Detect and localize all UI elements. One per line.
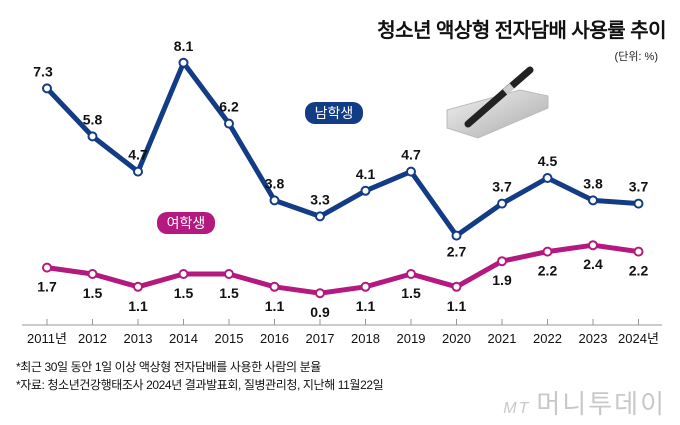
data-label: 3.8	[265, 175, 285, 191]
x-tick-label: 2011년	[27, 331, 67, 346]
data-label: 1.1	[356, 298, 376, 314]
x-tick-label: 2023	[579, 331, 608, 346]
data-label: 1.9	[492, 272, 512, 288]
x-tick-label: 2016	[260, 331, 289, 346]
data-point	[269, 195, 280, 206]
series-line	[45, 60, 639, 239]
data-point	[269, 281, 280, 292]
x-axis: 2011년 2012 2013 2014 2015 2016 2017 2018 2019 202…	[22, 319, 662, 346]
data-label: 4.7	[128, 147, 148, 163]
data-point	[315, 211, 325, 222]
legend-label: 남학생	[315, 105, 354, 121]
data-point	[315, 288, 325, 299]
data-label: 1.5	[219, 285, 239, 301]
legend-label: 여학생	[167, 215, 206, 231]
data-point	[87, 131, 98, 142]
data-label: 3.7	[492, 179, 512, 195]
data-label: 3.7	[629, 179, 649, 195]
data-label: 1.1	[447, 298, 467, 314]
data-point	[360, 185, 371, 196]
data-point	[542, 246, 553, 257]
data-point	[87, 269, 98, 279]
data-point	[406, 166, 416, 177]
x-tick-label: 2018	[351, 331, 380, 346]
e-cigarette-photo	[446, 66, 549, 139]
legend-badge	[157, 212, 215, 234]
unit-label: (단위: %)	[614, 51, 658, 63]
x-tick-label: 2015	[215, 331, 244, 346]
data-point	[451, 230, 462, 241]
data-label: 7.3	[33, 63, 53, 79]
data-label: 0.9	[310, 304, 330, 320]
data-point	[497, 256, 507, 267]
moneytoday-logo: MT 머니투데이	[503, 389, 666, 419]
legend-female: 여학생	[157, 212, 215, 234]
data-point	[588, 240, 598, 251]
x-tick-label: 2014	[169, 331, 198, 346]
legend-badge	[305, 102, 363, 124]
data-label: 5.8	[83, 111, 103, 127]
x-tick-label: 2022	[533, 331, 562, 346]
data-label: 8.1	[174, 38, 194, 54]
x-tick-label: 2020	[442, 331, 471, 346]
series-line	[46, 242, 639, 296]
data-point	[42, 262, 52, 273]
data-point	[224, 269, 234, 279]
data-label: 2.4	[583, 256, 603, 272]
data-point	[178, 269, 189, 279]
data-point	[42, 83, 52, 94]
series-male: 7.3 5.8 4.7 8.1 6.2 3.8 3.3 4.1 4.7 2.7 3.7 4.5 3.8 3…	[33, 38, 648, 260]
x-tick-label: 2017	[306, 331, 335, 346]
data-label: 1.7	[37, 279, 57, 295]
data-point	[633, 198, 644, 209]
x-tick-label: 2021	[488, 331, 517, 346]
data-label: 1.5	[83, 285, 103, 301]
data-label: 1.5	[174, 285, 194, 301]
x-tick-label: 2019	[397, 331, 426, 346]
data-point	[133, 281, 143, 292]
data-label: 1.1	[265, 298, 285, 314]
data-label: 3.8	[583, 175, 603, 191]
data-point	[406, 269, 416, 279]
data-label: 1.5	[401, 285, 421, 301]
data-label: 2.7	[447, 244, 467, 260]
data-label: 6.2	[219, 99, 239, 115]
series-female: 1.7 1.5 1.1 1.5 1.5 1.1 0.9 1.1 1.5 1.1 1.9 2.2 2.4 2…	[37, 240, 649, 320]
data-label: 1.1	[128, 298, 148, 314]
data-label: 2.2	[629, 263, 649, 279]
data-point	[451, 281, 462, 292]
data-point	[133, 166, 143, 177]
data-point	[360, 281, 371, 292]
data-point	[224, 118, 234, 129]
footnote-definition: *최근 30일 동안 1일 이상 액상형 전자담배를 사용한 사람의 분율	[16, 360, 321, 374]
x-tick-label: 2012	[78, 331, 107, 346]
data-point	[588, 195, 598, 206]
x-tick-label: 2013	[124, 331, 153, 346]
data-point	[178, 57, 189, 68]
data-label: 4.7	[401, 147, 421, 163]
data-point	[497, 198, 507, 209]
x-tick-label: 2024년	[618, 331, 659, 346]
data-label: 2.2	[538, 263, 558, 279]
chart-title: 청소년 액상형 전자담배 사용률 추이	[377, 20, 666, 42]
data-label: 3.3	[310, 191, 330, 207]
data-point	[542, 173, 553, 183]
data-label: 4.1	[356, 166, 376, 182]
data-label: 4.5	[538, 153, 558, 169]
data-point	[633, 246, 644, 257]
footnote-source: *자료: 청소년건강행태조사 2024년 결과발표회, 질병관리청, 지난해 1…	[16, 378, 384, 392]
legend-male: 남학생	[305, 102, 363, 124]
